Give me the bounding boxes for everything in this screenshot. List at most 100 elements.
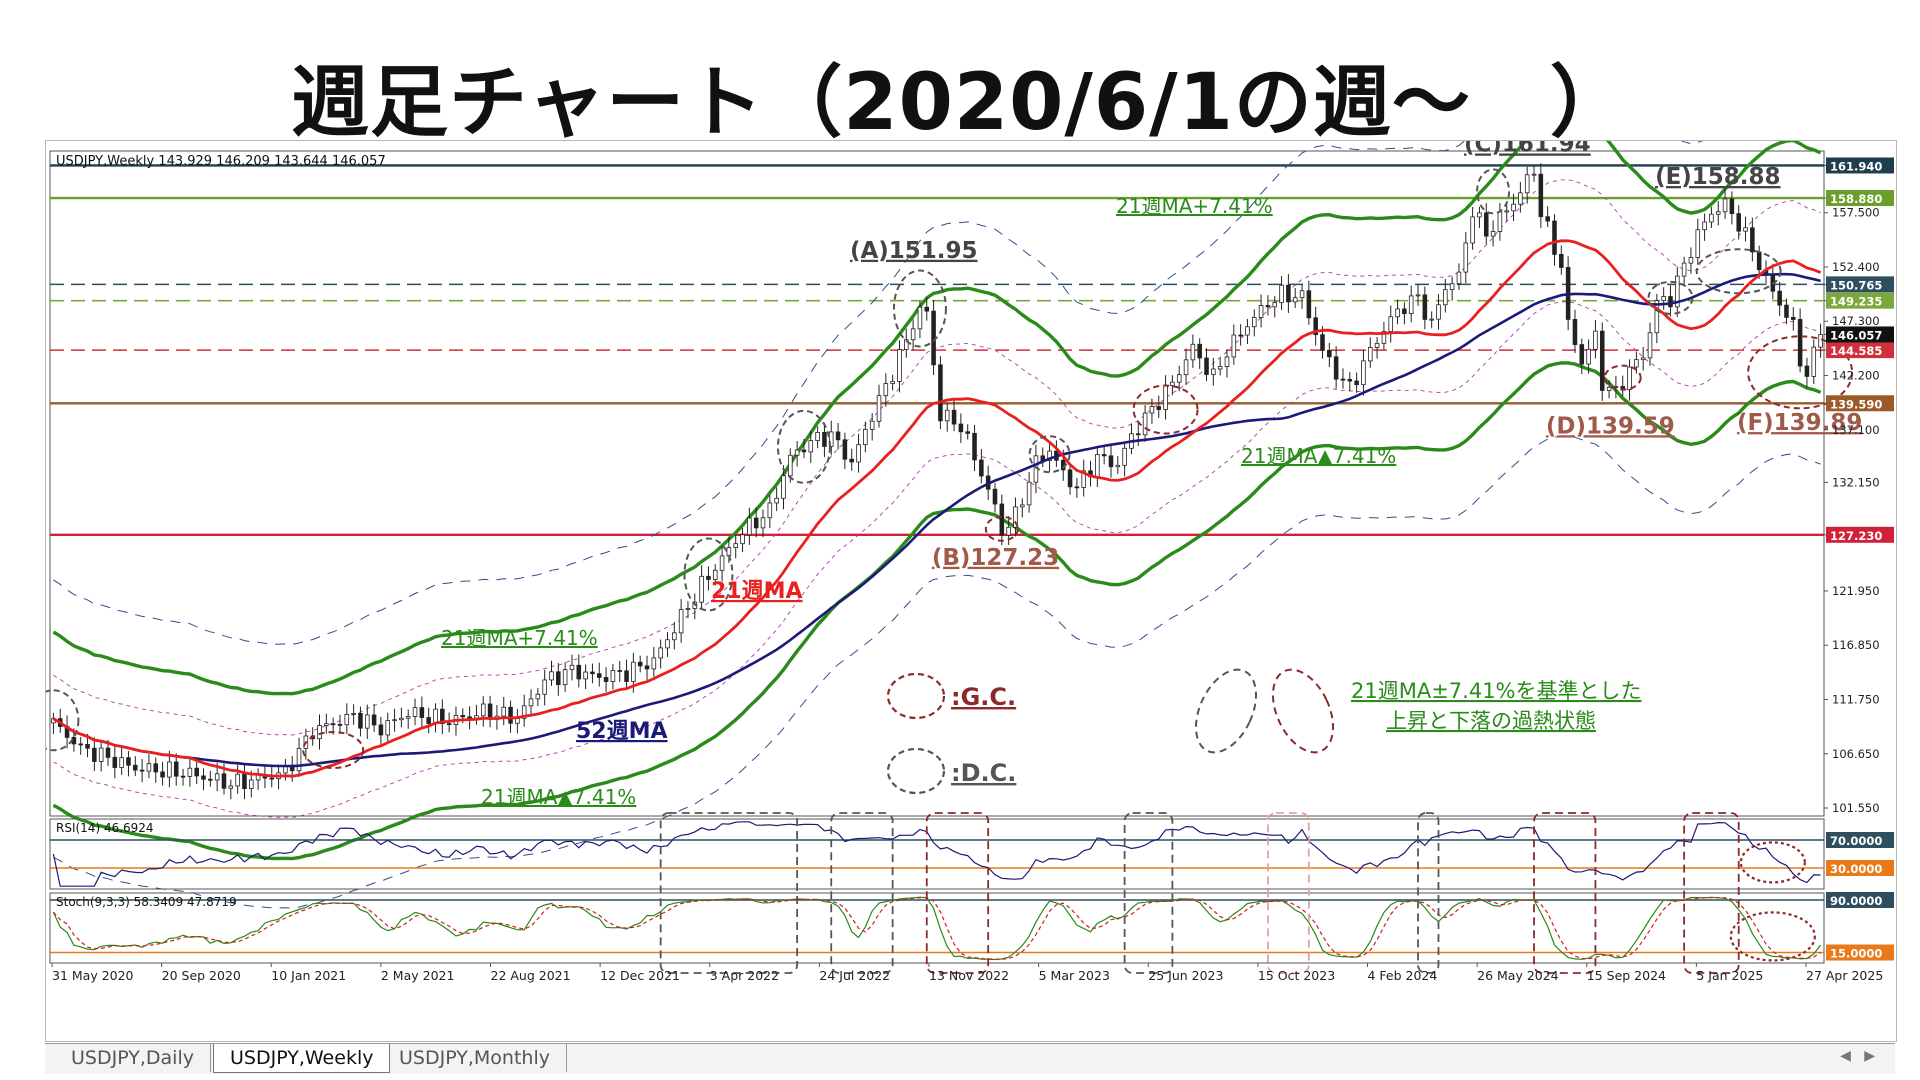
candle-body xyxy=(214,773,220,781)
candle-body xyxy=(167,761,172,778)
candle-body xyxy=(931,310,936,366)
candle-body xyxy=(405,716,411,719)
page-title: 週足チャート（2020/6/1の週〜 ） xyxy=(0,40,1920,153)
candle-body xyxy=(228,785,234,789)
dc-oval xyxy=(1028,435,1071,474)
candle-body xyxy=(440,708,445,725)
dc-oval xyxy=(776,409,831,484)
dc-legend-label: :D.C. xyxy=(951,759,1016,787)
candle-body xyxy=(1156,406,1162,410)
candle-body xyxy=(1224,356,1230,367)
candle-body xyxy=(119,757,124,768)
candle-body xyxy=(1586,348,1591,365)
tab-monthly[interactable]: USDJPY,Monthly xyxy=(383,1044,567,1072)
candles-layer xyxy=(51,163,1823,800)
candle-body xyxy=(105,747,111,758)
candle-body xyxy=(324,723,329,726)
candle-body xyxy=(1504,210,1510,213)
lower-band-line xyxy=(52,361,1822,861)
y-axis-tick-label: 106.650 xyxy=(1832,747,1880,761)
dc-oval xyxy=(1476,168,1511,215)
chart-svg[interactable]: (A)151.95 (B)127.23 (C)161.94 (D)139.59 (E)1… xyxy=(27,45,1896,1041)
tab-weekly[interactable]: USDJPY,Weekly xyxy=(213,1044,391,1073)
candle-body xyxy=(317,725,322,740)
candle-body xyxy=(1552,220,1557,255)
candle-body xyxy=(1183,359,1189,376)
candle-body xyxy=(556,671,561,686)
candle-body xyxy=(590,671,595,675)
candle-body xyxy=(774,497,779,504)
candle-body xyxy=(1524,174,1530,194)
candle-body xyxy=(180,775,186,778)
dc-legend-oval xyxy=(886,747,946,795)
candle-body xyxy=(235,773,240,787)
candle-body xyxy=(358,713,363,729)
point-annotation-label: (A)151.95 xyxy=(850,238,978,264)
rsi-level-lower-tag xyxy=(1826,860,1894,876)
candle-body xyxy=(1804,365,1810,377)
candle-body xyxy=(1108,455,1114,468)
ma-layer xyxy=(52,239,1822,778)
tab-scroll-arrows[interactable]: ◀ ▶ xyxy=(1840,1048,1875,1064)
candle-body xyxy=(249,779,254,789)
candle-body xyxy=(98,747,104,762)
candle-body xyxy=(938,364,943,422)
chart-window[interactable]: (A)151.95 (B)127.23 (C)161.94 (D)139.59 (E)1… xyxy=(27,45,1897,1042)
candle-body xyxy=(883,383,889,397)
point-annotation-label: (C)161.94 xyxy=(1464,141,1591,157)
candle-body xyxy=(665,639,670,649)
point-annotation-label: (B)127.23 xyxy=(932,545,1059,571)
candle-body xyxy=(1340,378,1346,381)
candle-body xyxy=(1797,319,1803,367)
price-level-tag-label: 139.590 xyxy=(1830,397,1882,411)
x-axis-tick-label: 3 Apr 2022 xyxy=(710,968,779,983)
candle-body xyxy=(781,475,786,499)
candle-body xyxy=(371,714,377,726)
candle-body xyxy=(351,713,356,715)
candle-body xyxy=(139,769,145,772)
candle-body xyxy=(733,543,738,549)
x-axis-tick-label: 5 Jan 2025 xyxy=(1696,968,1763,983)
candle-body xyxy=(624,670,629,682)
candle-body xyxy=(1463,242,1469,273)
candle-body xyxy=(1292,297,1298,303)
x-axis-tick-label: 24 Jul 2022 xyxy=(819,968,890,983)
candle-body xyxy=(1545,216,1550,222)
rsi-level-upper-tag-label: 70.0000 xyxy=(1830,834,1882,848)
candle-body xyxy=(1333,356,1339,380)
ma52-label: 52週MA xyxy=(576,719,668,744)
candle-body xyxy=(1020,504,1025,508)
candle-body xyxy=(467,716,472,719)
candle-body xyxy=(1367,347,1373,362)
candle-body xyxy=(1668,296,1673,308)
candle-body xyxy=(842,439,848,460)
candle-body xyxy=(549,671,554,681)
candle-body xyxy=(1688,257,1694,264)
overbought-legend-oval xyxy=(1194,668,1258,754)
candle-body xyxy=(828,431,834,447)
x-axis-tick-label: 22 Aug 2021 xyxy=(491,968,571,983)
price-level-tag xyxy=(1826,276,1894,293)
candle-body xyxy=(1279,284,1284,304)
rsi-oversold-oval xyxy=(1739,841,1806,884)
stoch-oversold-oval xyxy=(1729,911,1816,962)
outer-upper-band-line xyxy=(53,45,1821,645)
candle-body xyxy=(1483,212,1489,237)
candle-body xyxy=(112,756,118,768)
candle-body xyxy=(1074,486,1080,489)
candle-body xyxy=(1681,262,1687,277)
candle-body xyxy=(1136,433,1141,436)
x-axis-tick-label: 27 Apr 2025 xyxy=(1806,968,1883,983)
candle-body xyxy=(508,706,513,724)
candle-body xyxy=(528,698,534,707)
candle-body xyxy=(596,673,602,678)
gc-legend-label: :G.C. xyxy=(951,683,1016,711)
candle-body xyxy=(1756,251,1762,271)
candle-body xyxy=(944,409,950,422)
axis-layer: USDJPY,Weekly 143.929 146.209 143.644 14… xyxy=(51,154,1894,983)
tab-daily[interactable]: USDJPY,Daily xyxy=(55,1044,211,1072)
x-axis-tick-label: 25 Jun 2023 xyxy=(1148,968,1223,983)
candle-body xyxy=(1702,221,1707,231)
candle-body xyxy=(1211,368,1216,375)
price-level-tag xyxy=(1826,342,1894,359)
